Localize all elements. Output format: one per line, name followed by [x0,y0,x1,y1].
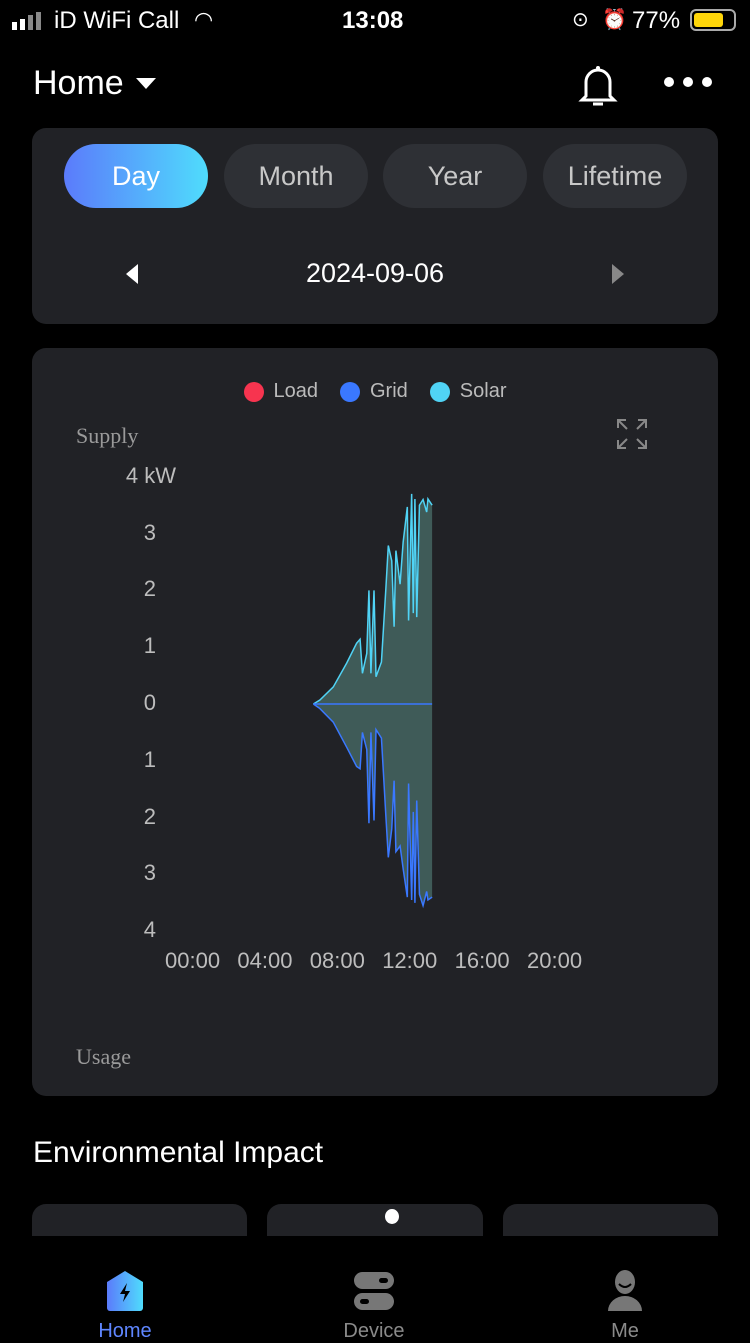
section-title: Environmental Impact [33,1136,324,1169]
home-energy-icon [107,1271,143,1311]
chart-card: Load Grid Solar Supply Usage 4 kW 3 2 1 0 1 2 3… [32,348,718,1096]
status-bar: iD WiFi Call ◠ 13:08 ⊙ ⏰ 77% [0,0,750,40]
y-tick-label: 2 [143,576,156,602]
legend-grid[interactable]: Grid [340,380,408,403]
legend-label: Load [273,380,319,402]
grid-line [312,703,433,909]
tab-lifetime[interactable]: Lifetime [543,144,687,208]
signal-icon [12,12,41,30]
battery-icon [690,9,736,31]
x-tick-label: 04:00 [237,948,293,973]
chart-legend: Load Grid Solar [32,380,718,403]
y-tick-label: 4 [143,917,156,943]
user-icon [608,1270,642,1311]
alarm-icon: ⏰ [602,9,627,31]
more-icon[interactable] [664,77,712,87]
home-selector[interactable]: Home [33,64,156,103]
battery-percent: 77% [632,7,681,34]
bottom-nav: Home Device Me [0,1236,750,1342]
tab-day[interactable]: Day [64,144,208,208]
usage-label: Usage [76,1044,131,1069]
nav-device[interactable]: Device [304,1252,444,1343]
grid-area [313,704,433,906]
y-tick-label: 3 [143,860,156,886]
period-card: Day Month Year Lifetime 2024-09-06 [32,128,718,324]
x-tick-label: 12:00 [382,948,438,973]
x-tick-label: 00:00 [165,948,221,973]
bell-icon[interactable] [578,60,618,108]
y-tick-label: 3 [143,519,156,545]
prev-date-button[interactable] [126,264,138,284]
x-tick-label: 08:00 [309,948,365,973]
y-tick-label: 4 kW [125,462,176,488]
legend-solar[interactable]: Solar [429,380,507,403]
legend-label: Grid [370,380,408,402]
tab-year[interactable]: Year [383,144,527,208]
supply-label: Supply [76,423,139,448]
orientation-lock-icon: ⊙ [572,9,589,31]
expand-icon[interactable] [616,418,648,450]
y-tick-label: 0 [143,690,156,715]
solar-area [313,493,433,704]
nav-label: Me [611,1320,639,1342]
x-tick-label: 20:00 [527,948,583,973]
nav-home[interactable]: Home [55,1252,195,1343]
x-tick-label: 16:00 [454,948,510,973]
next-date-button[interactable] [612,264,624,284]
legend-load[interactable]: Load [243,380,319,403]
page-indicator-dot [385,1209,399,1224]
y-tick-label: 2 [143,803,156,829]
y-tick-label: 1 [143,633,156,659]
wifi-icon: ◠ [194,7,214,32]
chart-plot [312,493,433,909]
carrier: iD WiFi Call [54,7,180,34]
tab-month[interactable]: Month [224,144,368,208]
nav-me[interactable]: Me [555,1252,695,1343]
date-label: 2024-09-06 [305,258,445,288]
device-icon [354,1272,394,1310]
chevron-down-icon [135,78,156,89]
legend-label: Solar [459,380,507,402]
nav-label: Device [343,1320,405,1342]
nav-label: Home [98,1320,152,1342]
solar-line [312,493,433,705]
clock: 13:08 [342,7,404,34]
page-title: Home [33,64,124,102]
y-tick-label: 1 [143,746,156,772]
